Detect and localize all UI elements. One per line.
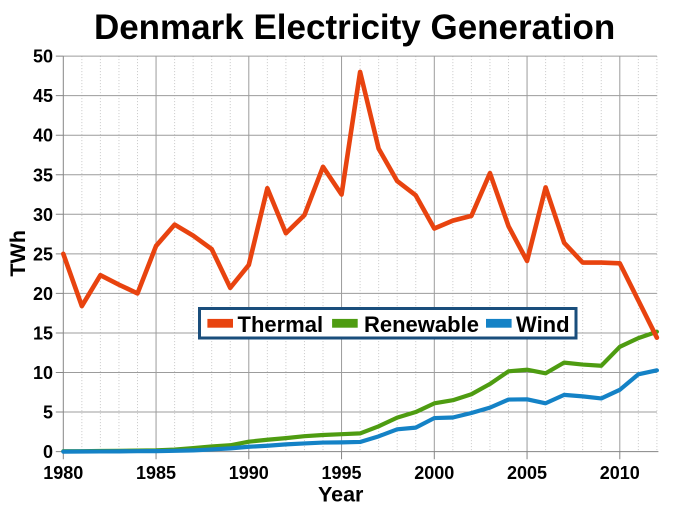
svg-text:5: 5 [43, 403, 53, 423]
svg-text:30: 30 [33, 205, 53, 225]
svg-text:Thermal: Thermal [238, 312, 324, 337]
svg-text:20: 20 [33, 284, 53, 304]
svg-text:2000: 2000 [414, 463, 454, 483]
svg-text:1990: 1990 [229, 463, 269, 483]
svg-text:35: 35 [33, 165, 53, 185]
svg-text:Denmark Electricity Generation: Denmark Electricity Generation [94, 8, 615, 47]
svg-text:Year: Year [318, 482, 364, 506]
svg-text:10: 10 [33, 363, 53, 383]
svg-text:1980: 1980 [43, 463, 83, 483]
svg-text:1985: 1985 [136, 463, 176, 483]
svg-text:2005: 2005 [507, 463, 547, 483]
svg-text:40: 40 [33, 126, 53, 146]
svg-text:15: 15 [33, 323, 53, 343]
svg-text:0: 0 [43, 442, 53, 462]
svg-text:Renewable: Renewable [364, 312, 479, 337]
svg-text:50: 50 [33, 47, 53, 67]
svg-text:2010: 2010 [600, 463, 640, 483]
svg-text:TWh: TWh [6, 230, 30, 277]
svg-text:Wind: Wind [516, 312, 570, 337]
svg-text:45: 45 [33, 86, 53, 106]
svg-text:25: 25 [33, 244, 53, 264]
svg-text:1995: 1995 [322, 463, 362, 483]
